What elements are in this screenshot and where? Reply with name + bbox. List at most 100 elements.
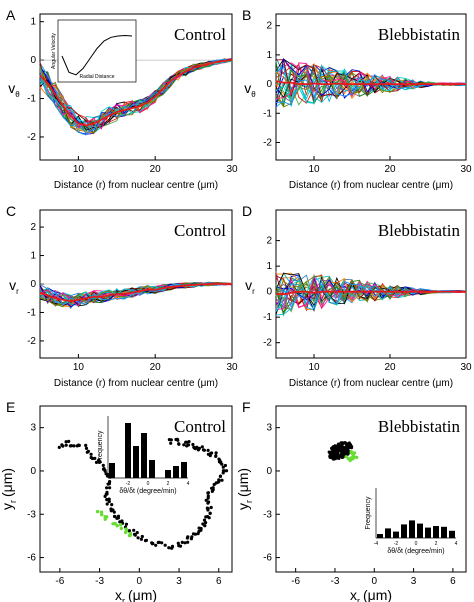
scatter-point xyxy=(84,443,88,447)
scatter-point xyxy=(167,438,171,442)
x-tick-label: 3 xyxy=(176,576,182,587)
scatter-point xyxy=(192,445,196,449)
scatter-point xyxy=(197,526,201,530)
scatter-point xyxy=(216,480,220,484)
scatter-point xyxy=(330,446,334,450)
scatter-point xyxy=(144,538,148,543)
y-axis-label: vr xyxy=(245,277,255,296)
y-axis-subscript: θ xyxy=(251,90,256,99)
y-axis-subscript: r xyxy=(8,500,18,503)
panel-letter: B xyxy=(242,7,251,23)
scatter-point xyxy=(335,447,339,451)
y-axis-subscript: r xyxy=(252,287,255,296)
inset-plot: Radial Distance Angular Velocity xyxy=(51,19,137,83)
scatter-point xyxy=(97,460,101,464)
scatter-point xyxy=(112,510,116,514)
scatter-point xyxy=(204,521,208,525)
hist-bar xyxy=(125,423,131,478)
scatter-point xyxy=(204,498,208,502)
scatter-point xyxy=(140,534,144,539)
y-axis-symbol: v xyxy=(9,277,16,293)
scatter-point xyxy=(346,448,350,452)
y-axis-symbol: v xyxy=(245,277,252,293)
condition-label: Control xyxy=(174,25,226,44)
scatter-point xyxy=(57,445,61,449)
panel-letter: A xyxy=(6,7,16,23)
x-tick-label: 10 xyxy=(73,362,85,373)
scatter-point xyxy=(210,486,214,490)
series-line xyxy=(39,59,233,135)
scatter-point xyxy=(135,531,139,535)
inset-x-tick: -4 xyxy=(374,541,379,547)
x-axis-label: Distance (r) from nuclear centre (μm) xyxy=(54,180,218,191)
plot-frame xyxy=(275,405,467,573)
scatter-point xyxy=(184,440,188,444)
y-axis-unit: (μm) xyxy=(0,468,15,497)
y-tick-label: 3 xyxy=(266,423,272,434)
scatter-point xyxy=(206,491,210,495)
x-tick-label: 0 xyxy=(137,576,143,587)
inset-y-label: Frequency xyxy=(365,496,372,530)
highlight-point xyxy=(344,455,348,459)
x-tick-label: 0 xyxy=(371,576,377,587)
scatter-point xyxy=(170,545,174,549)
scatter-point xyxy=(60,443,64,447)
scatter-point xyxy=(223,469,227,473)
scatter-point xyxy=(336,455,340,459)
x-tick-label: 6 xyxy=(450,576,456,587)
scatter-point xyxy=(218,474,223,478)
x-axis-unit: (μm) xyxy=(128,587,157,602)
x-tick-label: 3 xyxy=(411,576,417,587)
y-axis-symbol: v xyxy=(8,80,15,96)
scatter-point xyxy=(160,541,164,545)
scatter-point xyxy=(93,456,97,460)
hist-bar xyxy=(165,470,171,478)
inset-x-label: δθ/δt (degree/min) xyxy=(119,488,176,495)
x-tick-label: 10 xyxy=(308,362,320,373)
y-tick-label: -2 xyxy=(27,132,36,143)
scatter-point xyxy=(206,494,210,498)
y-tick-label: -2 xyxy=(27,336,36,347)
highlight-point xyxy=(99,510,104,514)
scatter-point xyxy=(341,454,344,457)
x-tick-label: 20 xyxy=(384,164,396,175)
panel-letter: D xyxy=(242,203,252,219)
y-tick-label: 0 xyxy=(30,55,36,66)
scatter-point xyxy=(84,446,89,450)
y-axis-symbol: y xyxy=(235,503,251,510)
scatter-point xyxy=(67,439,71,443)
y-tick-label: 3 xyxy=(30,423,36,434)
scatter-point xyxy=(105,502,109,506)
x-axis-label: xr (μm) xyxy=(350,587,392,602)
hist-bar xyxy=(385,528,391,538)
y-axis-label: vθ xyxy=(8,80,20,99)
scatter-point xyxy=(348,446,351,450)
scatter-point xyxy=(89,452,93,456)
scatter-point xyxy=(69,444,74,448)
y-axis-unit: (μm) xyxy=(235,468,251,497)
highlight-point xyxy=(355,455,359,460)
hist-bar xyxy=(181,462,187,478)
scatter-point xyxy=(163,543,167,547)
scatter-point xyxy=(107,499,111,504)
scatter-point xyxy=(220,462,224,466)
scatter-point xyxy=(169,441,173,445)
scatter-point xyxy=(328,453,332,457)
y-axis-subscript: θ xyxy=(15,90,20,99)
scatter-point xyxy=(127,529,131,533)
hist-bar xyxy=(417,523,423,538)
y-tick-label: 0 xyxy=(30,279,36,290)
inset-y-label: Angular Velocity xyxy=(51,33,57,69)
inset-x-tick: 4 xyxy=(455,541,458,547)
scatter-point xyxy=(182,443,186,447)
scatter-point xyxy=(202,518,207,522)
scatter-point xyxy=(177,442,181,446)
inset-frame xyxy=(57,19,137,83)
highlight-point xyxy=(128,533,133,537)
scatter-point xyxy=(340,442,344,446)
scatter-point xyxy=(109,509,113,513)
